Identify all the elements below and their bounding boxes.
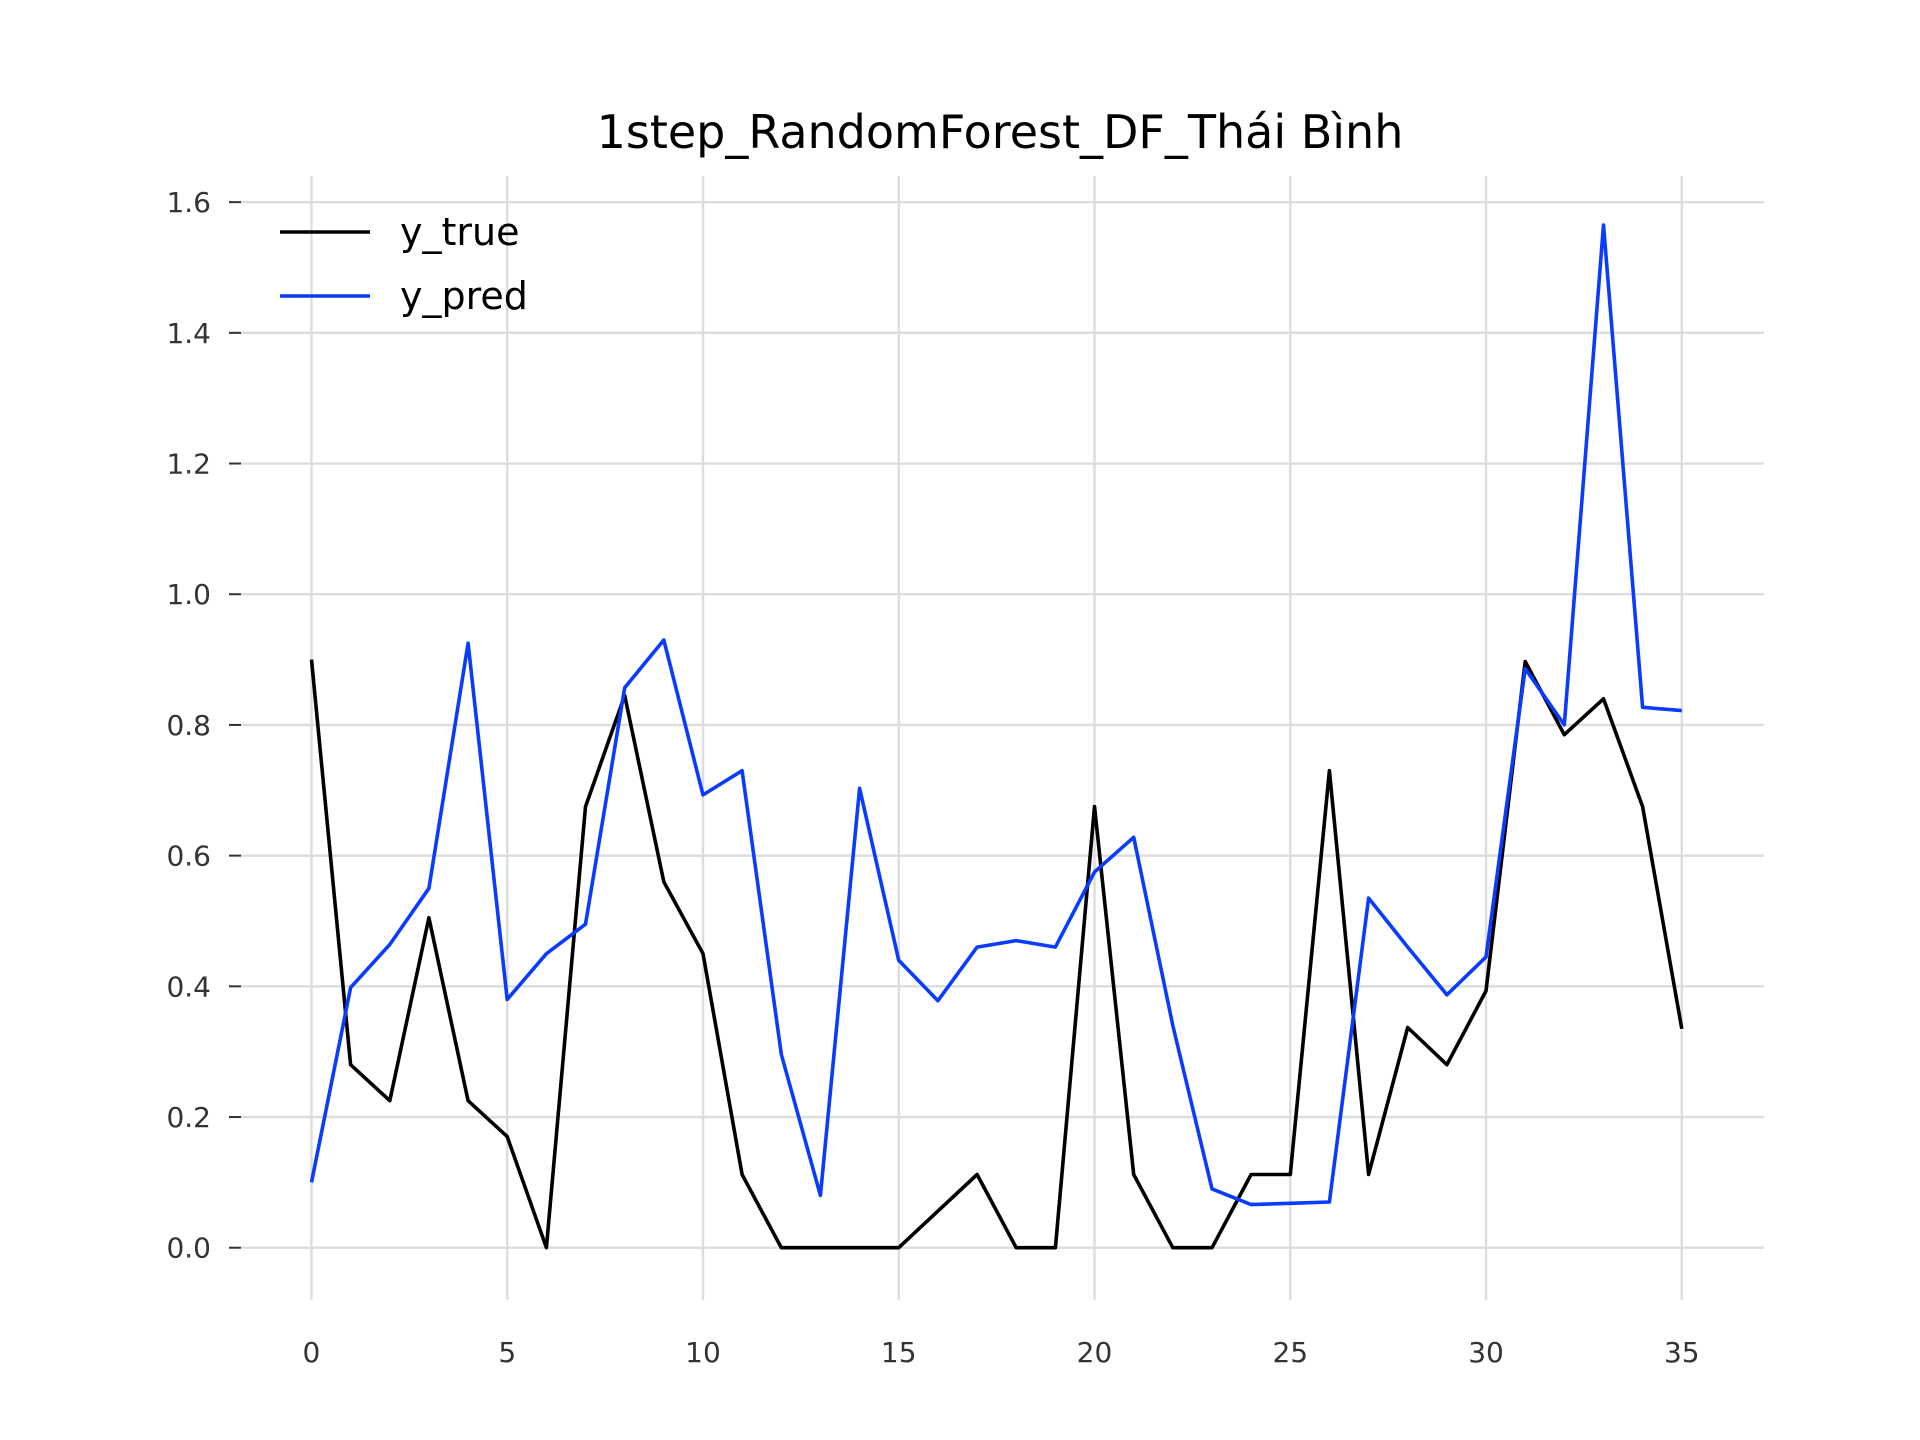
x-tick-label: 10 [685,1336,721,1369]
legend-label: y_true [400,210,519,254]
y-tick-label: 1.6 [166,186,211,219]
x-tick-label: 0 [303,1336,321,1369]
chart-title: 1step_RandomForest_DF_Thái Bình [597,105,1404,159]
x-tick-label: 35 [1664,1336,1700,1369]
y-tick-label: 0.4 [166,970,211,1003]
series-lines [309,223,1684,1250]
series-line-y-true [309,659,1684,1250]
y-tick-label: 1.2 [166,448,211,481]
x-tick-label: 20 [1077,1336,1113,1369]
axes: 0 5 10 15 20 25 30 35 0.0 0.2 0.4 0.6 0.8 1.0 1.2 1.4 1.… [166,186,1699,1369]
x-tick-label: 15 [881,1336,917,1369]
y-tick-label: 0.6 [166,840,211,873]
x-tick-label: 30 [1468,1336,1504,1369]
x-tick-label: 25 [1272,1336,1308,1369]
y-tick-label: 1.4 [166,317,211,350]
legend-label: y_pred [400,274,528,318]
y-tick-label: 0.2 [166,1101,211,1134]
legend: y_true y_pred [280,210,528,318]
y-tick-label: 0.0 [166,1232,211,1265]
series-line-y-pred [309,223,1682,1207]
y-tick-label: 1.0 [166,578,211,611]
grid [241,176,1764,1300]
y-tick-label: 0.8 [166,709,211,742]
x-tick-label: 5 [498,1336,516,1369]
